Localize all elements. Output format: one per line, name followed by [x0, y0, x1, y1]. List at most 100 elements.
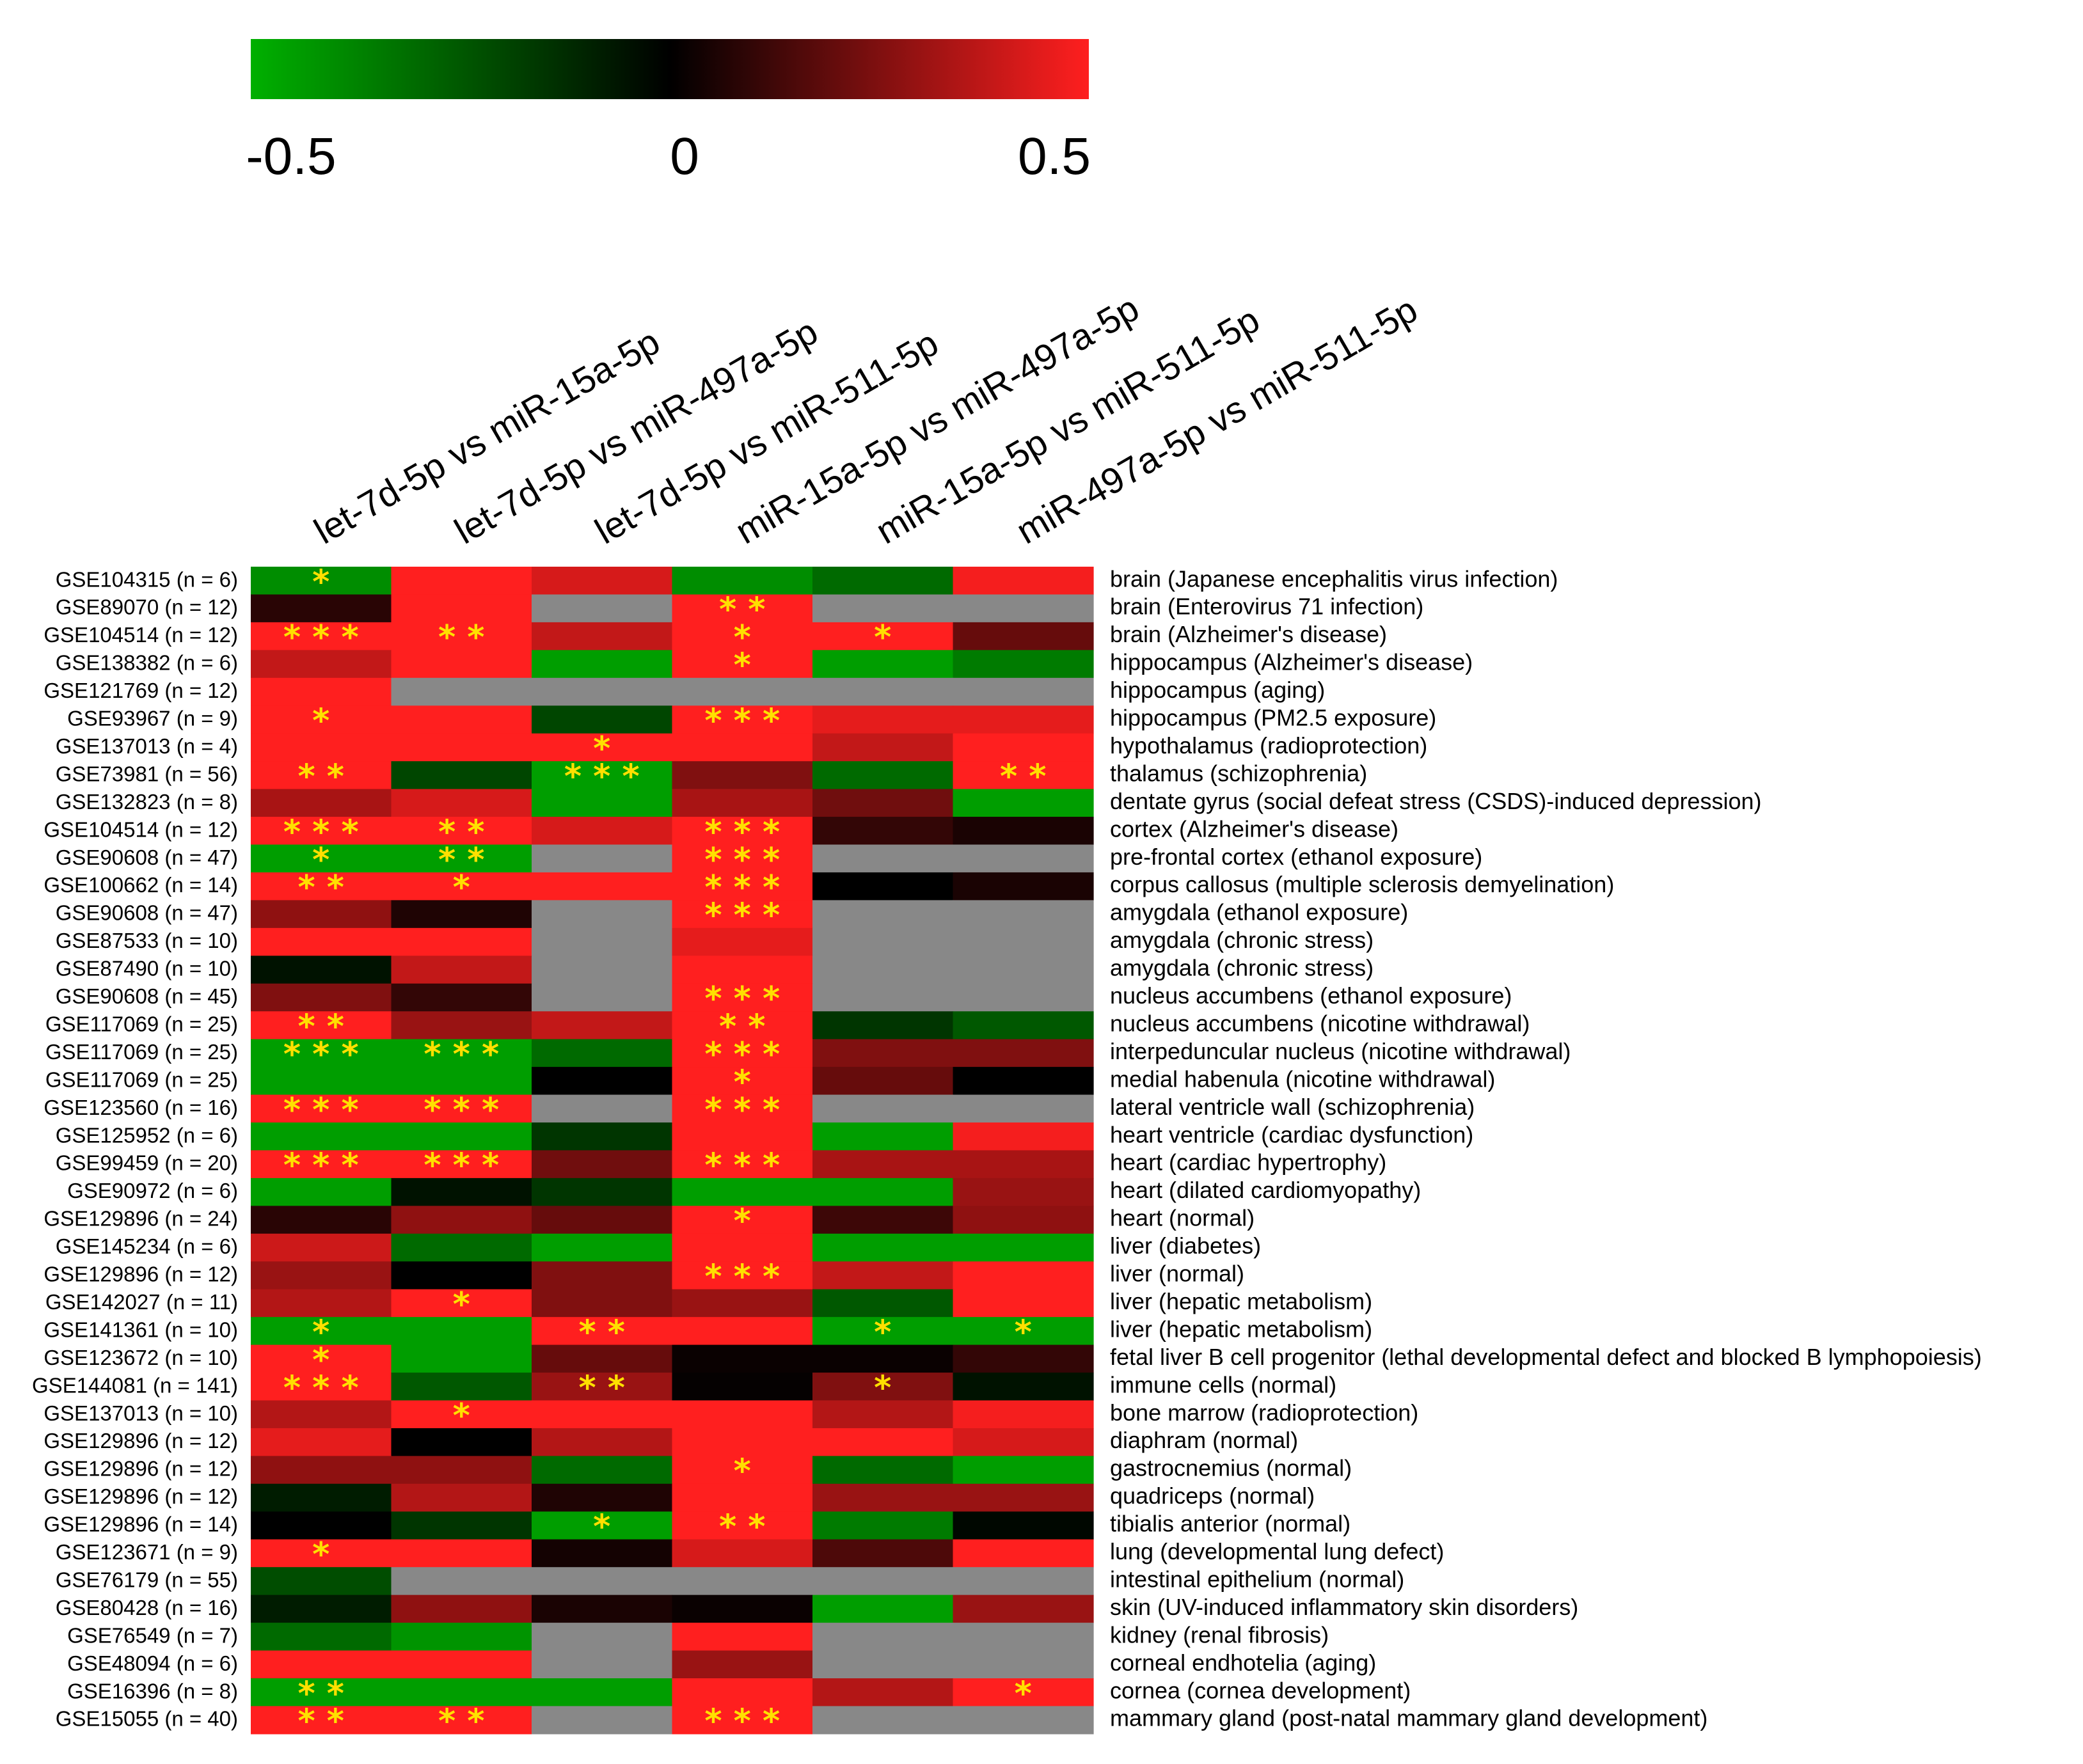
heatmap-cell	[953, 1567, 1094, 1596]
heatmap-cell	[391, 983, 532, 1012]
heatmap-cell	[391, 567, 532, 595]
heatmap-cell	[251, 1011, 392, 1040]
heatmap-cell	[672, 1678, 813, 1707]
heatmap-cell	[812, 1344, 954, 1373]
significance-star: * *	[298, 1703, 345, 1741]
colorbar: -0.5 0 0.5	[246, 39, 1091, 185]
heatmap-cell	[812, 983, 954, 1012]
heatmap-cell	[812, 844, 954, 873]
tissue-label: heart (normal)	[1110, 1205, 1255, 1231]
heatmap-cell	[672, 1511, 813, 1540]
row-label: GSE90608 (n = 45)	[56, 984, 238, 1008]
heatmap-cell	[953, 983, 1094, 1012]
significance-star: *	[1015, 1674, 1032, 1713]
heatmap-cell	[532, 1067, 673, 1096]
heatmap-cell	[672, 1344, 813, 1373]
heatmap-cell	[391, 594, 532, 623]
tissue-label: heart ventricle (cardiac dysfunction)	[1110, 1121, 1473, 1147]
significance-star: *	[312, 841, 329, 879]
heatmap-cell	[672, 983, 813, 1012]
heatmap-cell	[391, 1428, 532, 1456]
tissue-label: fetal liver B cell progenitor (lethal de…	[1110, 1344, 1982, 1370]
heatmap-cell	[953, 1650, 1094, 1679]
heatmap-cell	[251, 1539, 392, 1568]
heatmap-cell	[672, 1094, 813, 1123]
heatmap-cell	[251, 900, 392, 929]
heatmap-cell	[672, 1289, 813, 1318]
heatmap-cell	[251, 1067, 392, 1096]
heatmap-cell	[953, 677, 1094, 706]
heatmap-cell	[391, 1623, 532, 1651]
heatmap-cell	[953, 817, 1094, 846]
significance-star: * *	[438, 618, 485, 657]
heatmap-cell	[532, 567, 673, 595]
heatmap-cell	[391, 1233, 532, 1262]
heatmap-cell	[953, 1511, 1094, 1540]
heatmap-cell	[812, 1650, 954, 1679]
heatmap-cell	[672, 1539, 813, 1568]
significance-star: *	[453, 869, 470, 907]
tissue-label: dentate gyrus (social defeat stress (CSD…	[1110, 788, 1761, 814]
heatmap-cell	[953, 1011, 1094, 1040]
heatmap-cell	[672, 1067, 813, 1096]
heatmap-cell	[532, 1456, 673, 1484]
heatmap-cell	[953, 956, 1094, 984]
heatmap-cell	[812, 1206, 954, 1234]
heatmap-cell	[251, 677, 392, 706]
significance-star: * *	[438, 841, 485, 879]
row-label: GSE123671 (n = 9)	[56, 1540, 238, 1564]
heatmap-cell	[812, 677, 954, 706]
significance-markers: ** ** * * * * * *** * * *** * * * * * ** * * * …	[283, 563, 1047, 1740]
heatmap-cell	[532, 956, 673, 984]
heatmap-cell	[953, 761, 1094, 790]
heatmap-cell	[812, 872, 954, 901]
row-label: GSE104315 (n = 6)	[56, 567, 238, 591]
heatmap-cell	[532, 1177, 673, 1206]
heatmap-cell	[953, 622, 1094, 650]
heatmap-cell	[532, 983, 673, 1012]
heatmap-cell	[672, 1650, 813, 1679]
heatmap-cell	[953, 1456, 1094, 1484]
heatmap-cell	[953, 1623, 1094, 1651]
tissue-label: amygdala (ethanol exposure)	[1110, 899, 1408, 925]
heatmap-cell	[672, 1428, 813, 1456]
significance-star: * * *	[704, 702, 780, 741]
heatmap-cell	[532, 1539, 673, 1568]
heatmap-cell	[953, 1428, 1094, 1456]
tissue-label: kidney (renal fibrosis)	[1110, 1621, 1329, 1648]
tissue-label: intestinal epithelium (normal)	[1110, 1566, 1404, 1592]
heatmap-cell	[532, 872, 673, 901]
heatmap-cell	[672, 927, 813, 956]
row-label: GSE76179 (n = 55)	[56, 1568, 238, 1591]
row-label: GSE123672 (n = 10)	[44, 1346, 238, 1369]
heatmap-cell	[251, 1122, 392, 1151]
tissue-label: mammary gland (post-natal mammary gland …	[1110, 1705, 1707, 1731]
heatmap-cell	[812, 594, 954, 623]
tissue-label: brain (Japanese encephalitis virus infec…	[1110, 565, 1558, 592]
heatmap-cell	[532, 1039, 673, 1067]
heatmap-cell	[532, 1206, 673, 1234]
heatmap-cell	[391, 1289, 532, 1318]
heatmap-cell	[251, 789, 392, 817]
heatmap-cell	[251, 1289, 392, 1318]
tissue-labels: brain (Japanese encephalitis virus infec…	[1110, 565, 1982, 1731]
heatmap-cell	[532, 1261, 673, 1290]
heatmap-cell	[812, 733, 954, 762]
tissue-label: brain (Enterovirus 71 infection)	[1110, 594, 1423, 620]
heatmap-cell	[391, 1706, 532, 1735]
heatmap-cell	[532, 1150, 673, 1179]
heatmap-cell	[391, 650, 532, 679]
significance-star: * *	[1000, 757, 1047, 796]
row-label: GSE137013 (n = 4)	[56, 734, 238, 758]
heatmap-cell	[251, 1233, 392, 1262]
significance-star: * *	[298, 869, 345, 907]
heatmap-cell	[251, 733, 392, 762]
heatmap-cell	[812, 1567, 954, 1596]
heatmap-cell	[672, 1400, 813, 1429]
heatmap-cell	[953, 1094, 1094, 1123]
heatmap-cell	[532, 1511, 673, 1540]
heatmap-cell	[672, 567, 813, 595]
heatmap-cell	[812, 1706, 954, 1735]
heatmap-cell	[812, 567, 954, 595]
heatmap-cell	[672, 1706, 813, 1735]
